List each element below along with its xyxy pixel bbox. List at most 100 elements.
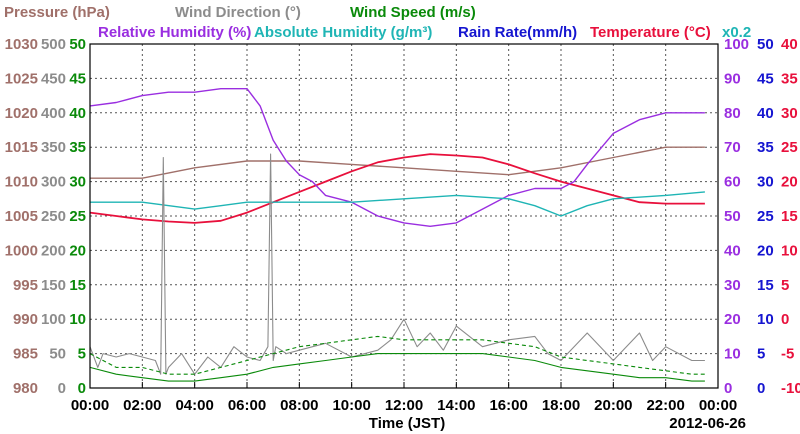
y-tick-label: 80: [724, 105, 741, 122]
y-tick-label: 200: [41, 242, 66, 259]
y-tick-label: 45: [757, 70, 774, 87]
y-tick-label: 50: [49, 346, 66, 363]
y-tick-label: 300: [41, 174, 66, 191]
y-tick-label: 100: [724, 36, 749, 53]
y-tick-label: 70: [724, 139, 741, 156]
y-tick-label: 1020: [5, 105, 38, 122]
y-tick-label: 45: [69, 70, 86, 87]
grid: [89, 43, 719, 389]
y-tick-label: 400: [41, 105, 66, 122]
y-tick-label: 15: [69, 277, 86, 294]
y-tick-label: 50: [69, 36, 86, 53]
y-tick-label: 15: [781, 208, 798, 225]
x-tick-label: 06:00: [228, 397, 266, 414]
y-tick-label: 30: [757, 174, 774, 191]
y-tick-label: 150: [41, 277, 66, 294]
legend-item: Absolute Humidity (g/m³): [254, 24, 432, 41]
x-tick-label: 22:00: [646, 397, 684, 414]
y-tick-label: 20: [69, 242, 86, 259]
x-tick-label: 00:00: [71, 397, 109, 414]
y-tick-label: 20: [724, 311, 741, 328]
y-tick-label: 35: [757, 139, 774, 156]
y-tick-label: 30: [781, 105, 798, 122]
y-tick-label: 25: [69, 208, 86, 225]
y-tick-label: 500: [41, 36, 66, 53]
x-tick-label: 10:00: [332, 397, 370, 414]
series-line-5: [89, 353, 705, 382]
y-tick-label: 20: [781, 174, 798, 191]
series-line-1: [89, 153, 705, 224]
legend-item: Pressure (hPa): [4, 4, 110, 21]
y-tick-label: 40: [724, 242, 741, 259]
y-tick-label: 60: [724, 174, 741, 191]
y-tick-label: -10: [781, 380, 800, 397]
series-line-4: [89, 153, 705, 375]
y-tick-label: -5: [781, 346, 794, 363]
date-label: 2012-06-26: [669, 415, 746, 432]
y-tick-label: 20: [757, 242, 774, 259]
y-tick-label: 40: [757, 105, 774, 122]
x-tick-label: 14:00: [437, 397, 475, 414]
y-tick-label: 0: [781, 311, 789, 328]
x-tick-label: 12:00: [385, 397, 423, 414]
y-tick-label: 450: [41, 70, 66, 87]
y-tick-label: 1025: [5, 70, 38, 87]
y-tick-label: 1005: [5, 208, 38, 225]
y-tick-label: 1000: [5, 242, 38, 259]
legend-item: Wind Speed (m/s): [350, 4, 476, 21]
y-tick-label: 995: [13, 277, 38, 294]
y-tick-label: 30: [724, 277, 741, 294]
x-tick-label: 02:00: [123, 397, 161, 414]
legend-item: Rain Rate(mm/h): [458, 24, 577, 41]
legend: Pressure (hPa) Wind Direction (°) Wind Spe…: [4, 4, 751, 41]
y-tick-label: 10: [724, 346, 741, 363]
x-tick-label: 20:00: [594, 397, 632, 414]
y-tick-label: 40: [69, 105, 86, 122]
series-line-6: [89, 335, 705, 375]
y-tick-label: 0: [58, 380, 66, 397]
y-tick-label: 15: [757, 277, 774, 294]
y-tick-label: 10: [757, 311, 774, 328]
legend-item: Temperature (°C): [590, 24, 711, 41]
y-tick-label: 985: [13, 346, 38, 363]
series-line-0: [90, 146, 705, 179]
y-tick-label: 25: [781, 139, 798, 156]
y-tick-label: 0: [757, 380, 765, 397]
y-tick-label: 50: [757, 36, 774, 53]
y-tick-label: 100: [41, 311, 66, 328]
y-tick-label: 50: [724, 208, 741, 225]
y-tick-label: 90: [724, 70, 741, 87]
series-line-3: [90, 191, 705, 217]
y-tick-label: 35: [781, 70, 798, 87]
y-tick-label: 250: [41, 208, 66, 225]
y-tick-label: 35: [69, 139, 86, 156]
y-tick-label: 1010: [5, 174, 38, 191]
legend-item: Relative Humidity (%): [98, 24, 251, 41]
y-tick-label: 10: [69, 311, 86, 328]
x-tick-label: 16:00: [489, 397, 527, 414]
y-tick-label: 980: [13, 380, 38, 397]
series-layer: [89, 87, 705, 382]
series-line-2: [89, 87, 705, 228]
y-tick-label: 0: [724, 380, 732, 397]
y-tick-label: 0: [78, 380, 86, 397]
y-tick-label: 1015: [5, 139, 38, 156]
multiplier-label: x0.2: [722, 24, 751, 41]
x-axis-label: Time (JST): [369, 415, 445, 432]
axes: 9809859909951000100510101015102010251030…: [5, 36, 800, 432]
x-tick-label: 00:00: [699, 397, 737, 414]
y-tick-label: 990: [13, 311, 38, 328]
plot-frame: [89, 43, 719, 389]
legend-item: Wind Direction (°): [175, 4, 301, 21]
y-tick-label: 1030: [5, 36, 38, 53]
y-tick-label: 5: [781, 277, 789, 294]
y-tick-label: 40: [781, 36, 798, 53]
x-tick-label: 04:00: [175, 397, 213, 414]
y-tick-label: 25: [757, 208, 774, 225]
y-tick-label: 10: [781, 242, 798, 259]
y-tick-label: 5: [757, 346, 765, 363]
x-tick-label: 08:00: [280, 397, 318, 414]
y-tick-label: 30: [69, 174, 86, 191]
x-tick-label: 18:00: [542, 397, 580, 414]
